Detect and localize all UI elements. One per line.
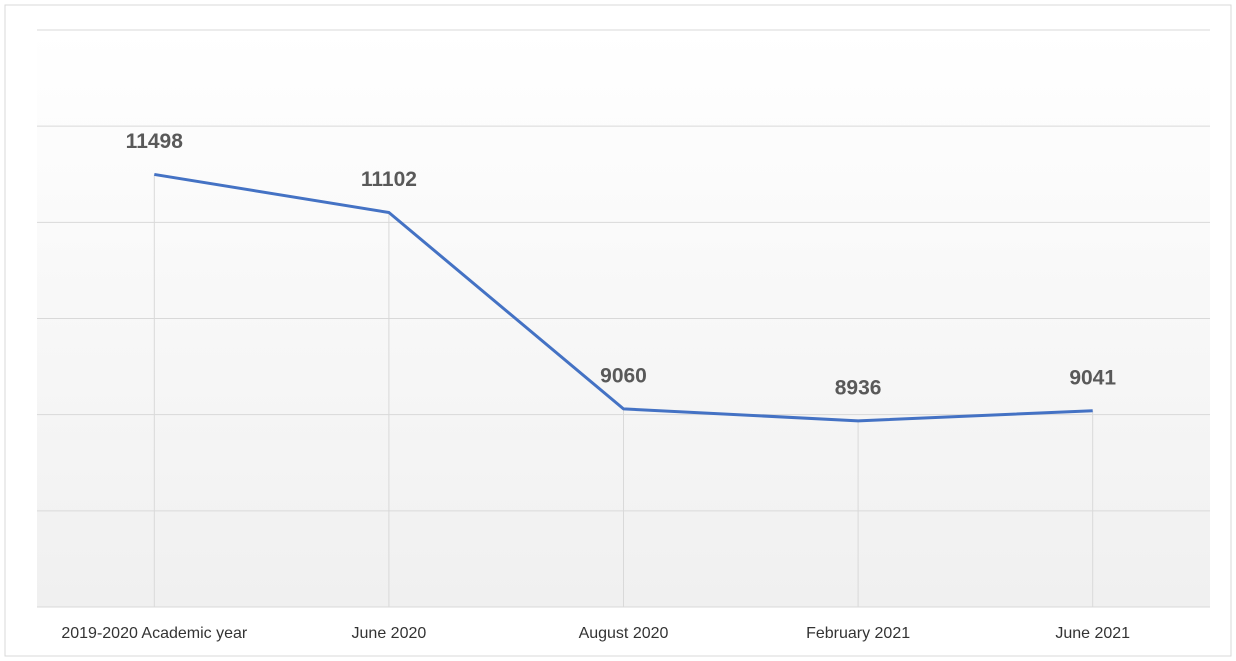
data-label: 11498	[126, 130, 184, 153]
data-line	[154, 172, 1093, 423]
x-tick-label: June 2020	[352, 625, 427, 642]
x-tick-label: August 2020	[579, 625, 669, 642]
data-label: 9060	[600, 364, 647, 387]
x-tick-label: June 2021	[1055, 625, 1130, 642]
data-label: 8936	[835, 376, 882, 399]
data-label: 9041	[1069, 366, 1116, 389]
data-label: 11102	[361, 168, 417, 191]
x-tick-label: February 2021	[806, 625, 910, 642]
x-tick-label: 2019-2020 Academic year	[61, 625, 248, 642]
